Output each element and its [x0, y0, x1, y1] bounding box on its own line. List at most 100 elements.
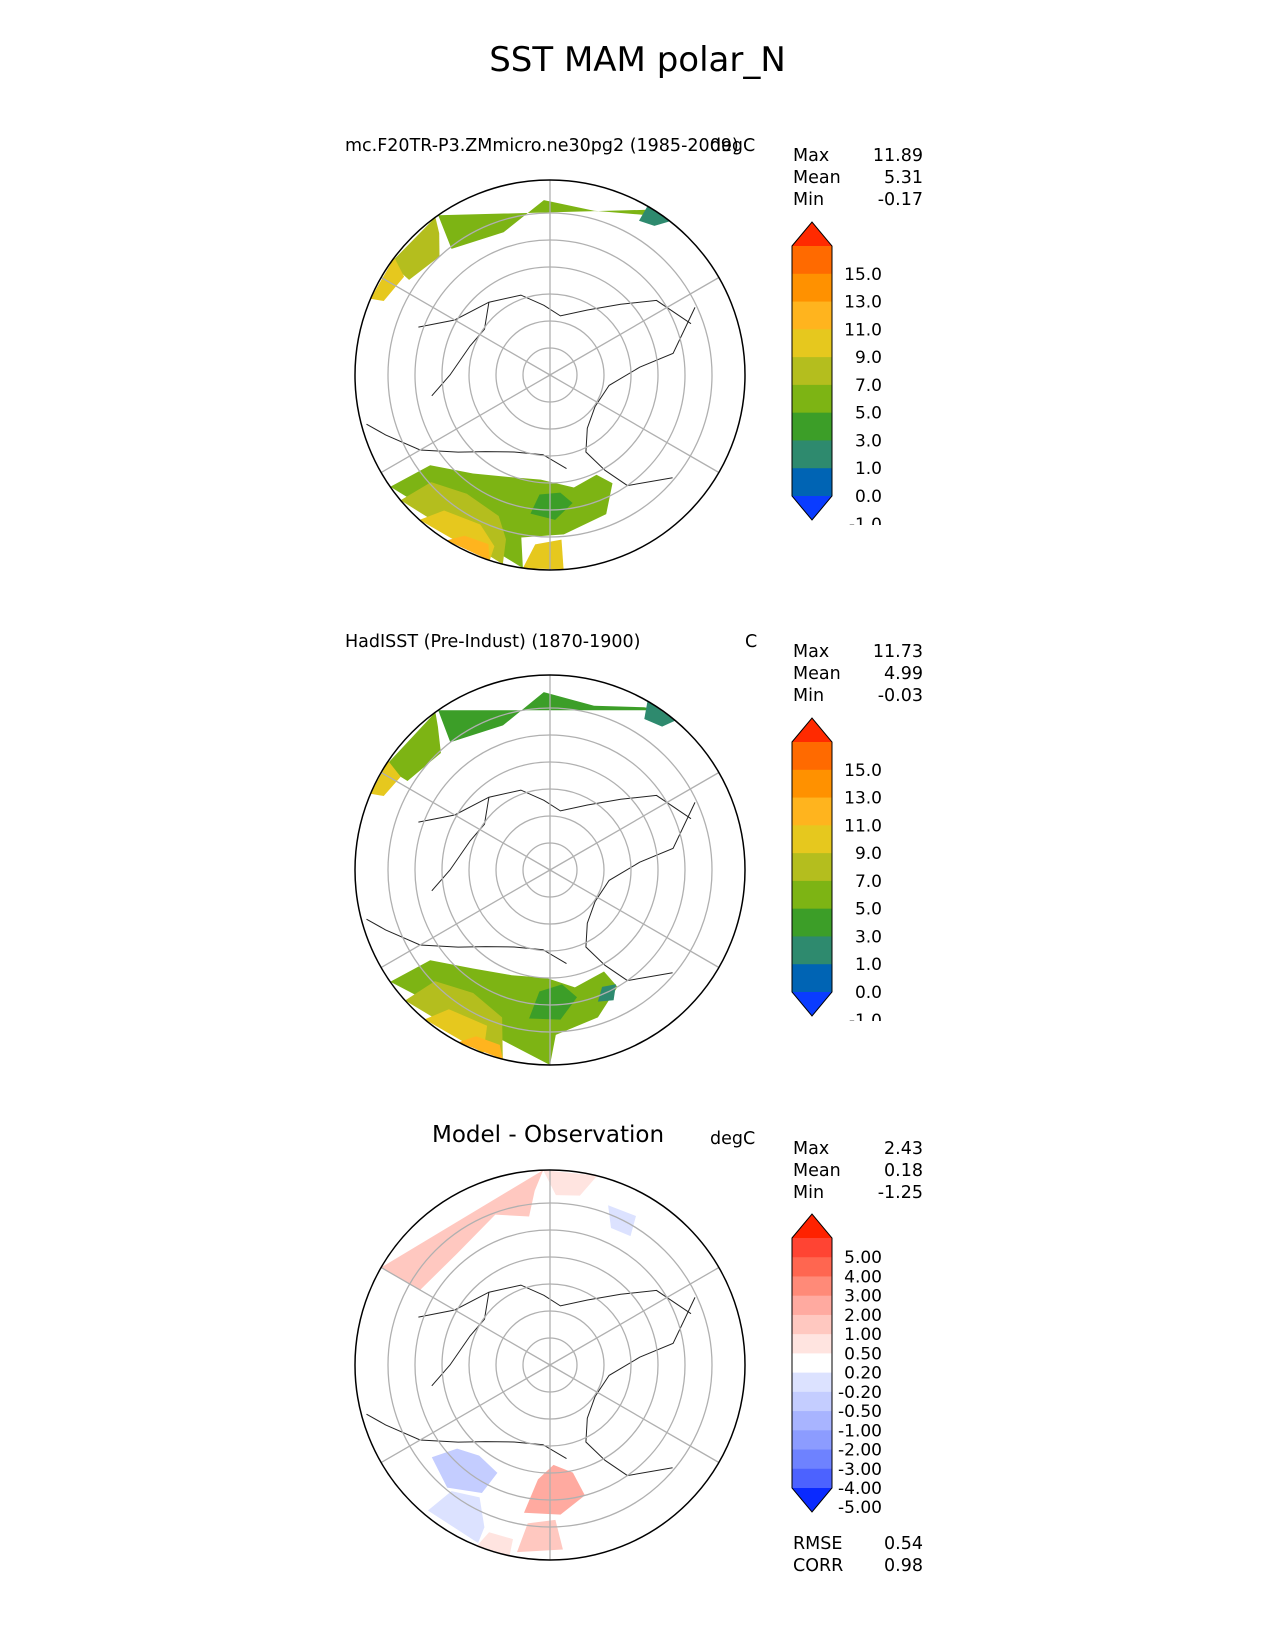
colorbar-segment	[792, 1411, 832, 1431]
colorbar-tick-label: 1.00	[844, 1325, 882, 1345]
colorbar-tick-label: 1.0	[855, 459, 882, 479]
panel-3-units: degC	[710, 1129, 756, 1149]
colorbar-tick-label: 9.0	[855, 348, 882, 368]
panel-3-stats: Max 2.43 Mean 0.18 Min -1.25	[793, 1138, 923, 1204]
panel-1-title: mc.F20TR-P3.ZMmicro.ne30pg2 (1985-2009)	[345, 136, 739, 156]
panel-2-colorbar: 15.0 13.0 11.0 9.0 7.0 5.0 3.0 1.0 0.0 -1.0	[791, 717, 882, 1021]
data-field-region	[524, 1464, 585, 1515]
panel-2-stats: Max 11.73 Mean 4.99 Min -0.03	[793, 641, 923, 707]
colorbar-tick-label: 3.0	[855, 431, 882, 451]
colorbar-tick-label: 11.0	[844, 320, 882, 340]
field-layer	[366, 1170, 720, 1560]
colorbar-tick-label: -2.00	[838, 1441, 882, 1461]
data-field-region	[381, 1170, 544, 1290]
colorbar-segment	[792, 936, 832, 965]
data-field-region	[370, 257, 405, 301]
stat-value: 11.73	[872, 642, 923, 662]
meridian-gridline	[549, 276, 720, 376]
map-boundary	[354, 674, 746, 1066]
colorbar-tick-label: 0.0	[855, 487, 882, 507]
panel-1-polar-map	[354, 179, 746, 571]
metric-value: 0.54	[884, 1534, 923, 1554]
data-field-region	[370, 761, 401, 796]
meridian-gridline	[549, 374, 720, 474]
colorbar-tick-label: 5.0	[855, 900, 882, 920]
coastline	[418, 294, 692, 328]
stat-label: Min	[793, 686, 825, 706]
colorbar-segment	[792, 1353, 832, 1374]
panel-3-title: Model - Observation	[432, 1122, 665, 1148]
colorbar-segment	[792, 440, 832, 469]
colorbar-tick-label: -1.0	[849, 1011, 882, 1021]
field-layer	[366, 180, 720, 570]
metric-label: RMSE	[793, 1534, 843, 1554]
colorbar-tick-label: 13.0	[844, 293, 882, 313]
colorbar-tick-label: 0.0	[855, 983, 882, 1003]
colorbar-segment	[792, 329, 832, 358]
data-field-region	[390, 960, 618, 1065]
metric-label: CORR	[793, 1556, 844, 1576]
colorbar-outline	[791, 221, 833, 521]
colorbar-segment	[792, 1295, 832, 1316]
colorbar-tick-label: -0.50	[838, 1402, 882, 1422]
colorbar-segment	[792, 1430, 832, 1451]
meridian-gridline	[380, 1266, 551, 1366]
colorbar-extend-max	[792, 222, 832, 246]
stat-value: -0.17	[877, 190, 923, 210]
colorbar-tick-label: 3.0	[855, 927, 882, 947]
stat-label: Max	[793, 146, 830, 166]
colorbar-segment	[792, 1391, 832, 1412]
colorbar-segment	[792, 468, 832, 497]
panel-1-colorbar: 15.0 13.0 11.0 9.0 7.0 5.0 3.0 1.0 0.0 -1.0	[791, 221, 882, 525]
colorbar-outline	[791, 717, 833, 1017]
meridian-gridline	[549, 771, 720, 871]
colorbar-extend-min	[792, 992, 832, 1016]
figure-title: SST MAM polar_N	[489, 40, 786, 80]
colorbar-tick-label: -5.00	[838, 1498, 882, 1517]
colorbar-segment	[792, 964, 832, 993]
stat-value: 0.18	[884, 1161, 923, 1181]
colorbar-tick-label: 2.00	[844, 1306, 882, 1326]
colorbar-segment	[792, 273, 832, 303]
colorbar-segment	[792, 797, 832, 826]
colorbar-extend-max	[792, 718, 832, 742]
meridian-gridline	[380, 869, 551, 969]
panel-3-polar-map	[354, 1169, 746, 1561]
panel-2-units: C	[745, 632, 758, 652]
colorbar-segment	[792, 1314, 832, 1335]
colorbar-tick-label: 15.0	[844, 761, 882, 781]
colorbar-extend-max	[792, 1214, 832, 1238]
colorbar-segment	[792, 412, 832, 442]
colorbar-segment	[792, 742, 832, 771]
map-boundary	[354, 179, 746, 571]
data-field-region	[427, 1491, 485, 1543]
data-field-region	[529, 984, 577, 1020]
data-field-region	[390, 217, 440, 280]
colorbar-segment	[792, 825, 832, 854]
colorbar-segment	[792, 1372, 832, 1393]
colorbar-segment	[792, 908, 832, 938]
meridian-gridline	[549, 1266, 720, 1366]
panel-2-polar-map	[354, 674, 746, 1066]
colorbar-tick-label: -0.20	[838, 1383, 882, 1403]
colorbar-segment	[792, 1449, 832, 1470]
coastline	[431, 302, 490, 397]
colorbar-tick-label: 5.00	[844, 1248, 882, 1268]
colorbar-tick-label: -1.0	[849, 515, 882, 525]
colorbar-tick-label: 4.00	[844, 1267, 882, 1287]
panel-2-title: HadISST (Pre-Indust) (1870-1900)	[345, 632, 641, 652]
panel-1-units: degC	[710, 136, 756, 156]
data-field-region	[477, 1532, 513, 1556]
colorbar-tick-label: -1.00	[838, 1421, 882, 1441]
data-field-region	[446, 535, 490, 561]
stat-label: Mean	[793, 168, 841, 188]
colorbar-segment	[792, 1334, 832, 1354]
stat-label: Min	[793, 190, 825, 210]
coastline	[366, 918, 567, 965]
coastline	[431, 797, 490, 892]
data-field-region	[438, 200, 654, 249]
coastline	[418, 789, 692, 823]
colorbar-segment	[792, 384, 832, 414]
meridian-gridline	[380, 771, 551, 871]
colorbar-segment	[792, 1276, 832, 1297]
